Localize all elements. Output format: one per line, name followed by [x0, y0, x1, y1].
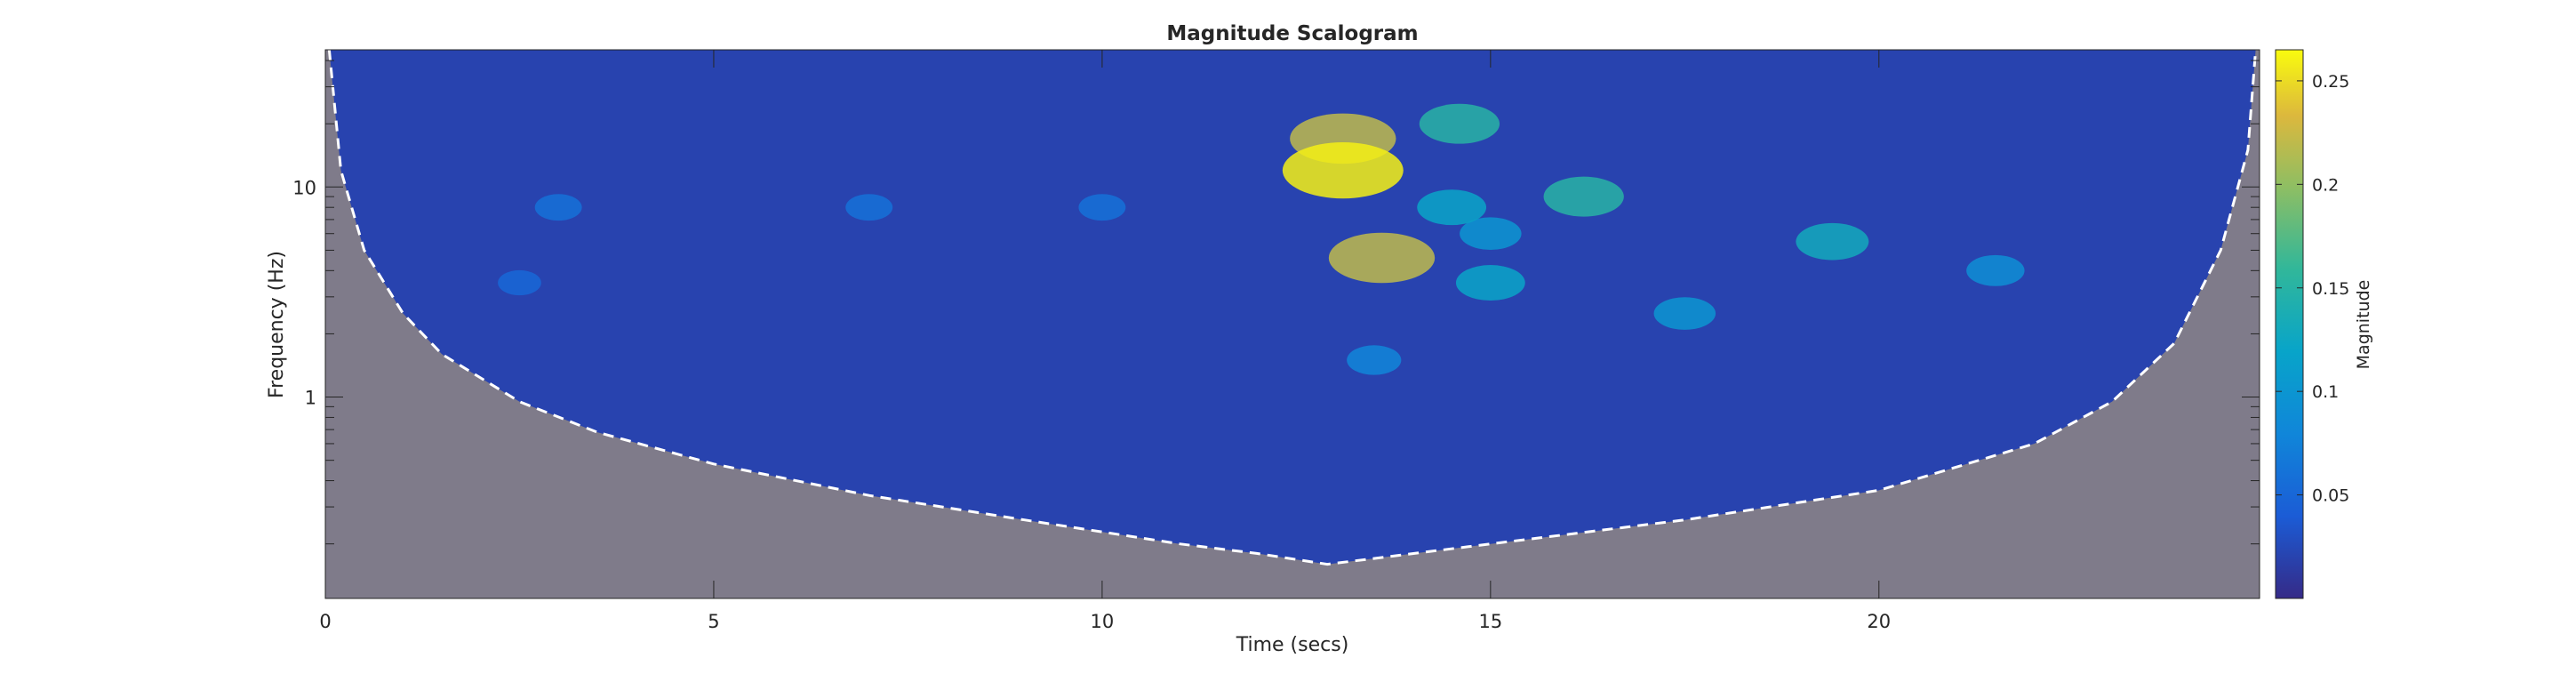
magnitude-hotspot: [1796, 222, 1869, 261]
magnitude-hotspot: [845, 194, 893, 221]
x-tick-label: 15: [1478, 611, 1502, 632]
y-axis-label: Frequency (Hz): [266, 251, 288, 398]
x-tick-label: 10: [1091, 611, 1115, 632]
colorbar-tick-label: 0.25: [2312, 72, 2349, 92]
magnitude-hotspot: [1460, 217, 1522, 251]
magnitude-hotspot: [1328, 232, 1436, 284]
cone-of-influence-line: [327, 50, 2258, 566]
x-tick-label: 5: [708, 611, 719, 632]
colorbar-tick-label: 0.05: [2312, 486, 2349, 506]
magnitude-hotspot: [1419, 103, 1500, 144]
magnitude-hotspots: [498, 103, 2025, 375]
magnitude-hotspot: [1653, 297, 1716, 330]
magnitude-hotspot: [1282, 142, 1404, 199]
scalogram-plot-area: [324, 49, 2260, 599]
y-axis: 1 10: [292, 60, 2260, 545]
magnitude-hotspot: [534, 194, 582, 221]
plot-frame: [324, 49, 2260, 599]
colorbar-tick-label: 0.2: [2312, 175, 2339, 195]
y-tick-label: 1: [305, 388, 316, 409]
magnitude-hotspot: [1455, 265, 1525, 301]
magnitude-hotspot: [1543, 176, 1624, 217]
x-axis-label: Time (secs): [1236, 634, 1349, 656]
x-axis: 0 5 10 15 20: [319, 50, 1891, 632]
magnitude-hotspot: [1417, 189, 1487, 226]
colorbar-tick-label: 0.1: [2312, 382, 2339, 402]
colorbar-label: Magnitude: [2354, 280, 2373, 370]
x-tick-label: 20: [1867, 611, 1891, 632]
colorbar-gradient: [2275, 49, 2304, 599]
cone-of-influence-shading: [325, 50, 2260, 598]
y-tick-label: 10: [292, 177, 316, 198]
colorbar-ticks: 0.05 0.1 0.15 0.2 0.25: [2276, 72, 2349, 506]
magnitude-hotspot: [1078, 194, 1126, 221]
x-tick-label: 0: [319, 611, 331, 632]
magnitude-hotspot: [1347, 345, 1402, 375]
colorbar: 0.05 0.1 0.15 0.2 0.25 Magnitude: [2275, 49, 2373, 599]
chart-title: Magnitude Scalogram: [1166, 22, 1418, 45]
magnitude-hotspot: [498, 269, 541, 296]
magnitude-hotspot: [1966, 254, 2025, 286]
colorbar-tick-label: 0.15: [2312, 279, 2349, 299]
